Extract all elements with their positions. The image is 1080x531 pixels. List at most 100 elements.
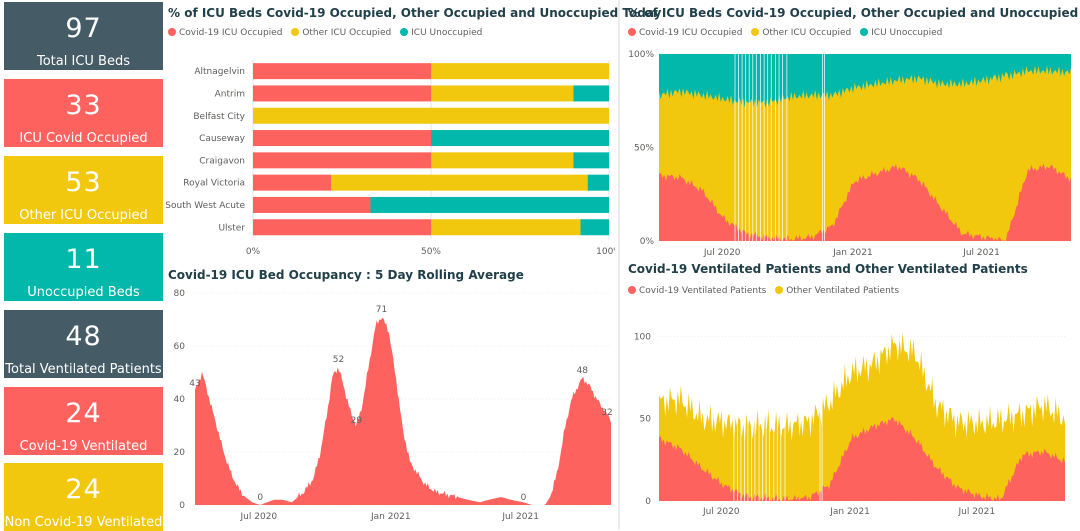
y-tick-label: 100 <box>634 332 651 342</box>
x-tick-label: 50% <box>421 247 441 257</box>
y-tick-label: 0 <box>645 497 651 507</box>
bar-segment <box>431 85 574 102</box>
kpi-card[interactable]: 11 Unoccupied Beds <box>4 233 163 301</box>
area-covid-rolling-avg <box>195 317 611 505</box>
legend-item-covid-vent[interactable]: Covid-19 Ventilated Patients <box>628 286 766 296</box>
category-label: Ulster <box>218 223 245 233</box>
legend-label: Other ICU Occupied <box>762 28 852 38</box>
bar-segment <box>431 130 609 147</box>
x-tick-label: Jul 2021 <box>962 248 1000 258</box>
x-tick-label: Jan 2021 <box>829 507 870 517</box>
category-label: Altnagelvin <box>194 67 245 77</box>
icu-pct-area-chart: 0% 50% 100% Jul 2020 Jan 2021 Jul 2021 <box>628 50 1071 258</box>
bar-segment <box>253 85 431 102</box>
bar-segment <box>253 63 431 80</box>
y-tick-label: 60 <box>174 342 186 352</box>
y-tick-label: 100% <box>628 50 654 60</box>
x-tick-label: Jul 2021 <box>957 507 995 517</box>
x-tick-label: 100% <box>596 247 615 257</box>
ventilated-title: Covid-19 Ventilated Patients and Other V… <box>628 262 1028 276</box>
kpi-value: 24 <box>65 474 102 505</box>
legend-label: ICU Unoccupied <box>411 28 483 38</box>
bar-segment <box>431 219 581 236</box>
bar-segment <box>431 63 609 80</box>
icu-pct-title: % of ICU Beds Covid-19 Occupied, Other O… <box>628 6 1079 20</box>
kpi-label: Other ICU Occupied <box>19 208 148 223</box>
legend-dot-covid <box>628 28 636 36</box>
kpi-value: 48 <box>65 321 102 352</box>
legend-item-covid[interactable]: Covid-19 ICU Occupied <box>628 28 742 38</box>
data-label: 0 <box>521 493 527 503</box>
data-label: 32 <box>601 408 612 418</box>
data-label: 52 <box>333 355 344 365</box>
legend-label: Covid-19 ICU Occupied <box>179 28 283 38</box>
legend-label: ICU Unoccupied <box>871 28 943 38</box>
legend-dot-other <box>291 28 300 36</box>
legend-dot-covid <box>628 286 636 294</box>
data-label: 43 <box>189 379 200 389</box>
x-tick-label: Jul 2021 <box>501 512 539 522</box>
x-tick-label: Jul 2020 <box>703 248 741 258</box>
kpi-card[interactable]: 24 Non Covid-19 Ventilated <box>4 463 163 531</box>
kpi-card[interactable]: 24 Covid-19 Ventilated <box>4 387 163 455</box>
icu-today-title: % of ICU Beds Covid-19 Occupied, Other O… <box>168 6 662 20</box>
bar-segment <box>431 152 574 169</box>
bar-segment <box>253 107 609 124</box>
kpi-value: 11 <box>65 244 102 275</box>
category-label: Royal Victoria <box>183 179 245 189</box>
y-tick-label: 50 <box>640 415 652 425</box>
panel-divider <box>618 0 620 529</box>
x-tick-label: 0% <box>246 247 261 257</box>
bar-segment <box>253 219 431 236</box>
bar-segment <box>573 85 609 102</box>
legend-item-other-vent[interactable]: Other Ventilated Patients <box>775 286 899 296</box>
area-other-occupied <box>659 65 1071 242</box>
kpi-value: 53 <box>65 167 102 198</box>
bar-segment <box>573 152 609 169</box>
icu-today-bar-chart: 0% 50% 100% Altnagelvin Antrim Belfast City Ca… <box>165 60 615 257</box>
legend-dot-covid <box>168 28 176 36</box>
legend-dot-other <box>751 28 760 36</box>
data-label: 48 <box>577 366 589 376</box>
x-tick-label: Jul 2020 <box>240 512 278 522</box>
x-tick-label: Jul 2020 <box>702 507 740 517</box>
ventilated-area-chart: 0 50 100 Jul 2020 Jan 2021 Jul 2021 <box>634 332 1065 517</box>
kpi-value: 24 <box>65 398 102 429</box>
category-label: South West Acute <box>165 201 245 211</box>
ventilated-legend: Covid-19 Ventilated Patients Other Venti… <box>628 286 905 296</box>
kpi-card[interactable]: 53 Other ICU Occupied <box>4 156 163 224</box>
legend-item-covid[interactable]: Covid-19 ICU Occupied <box>168 28 282 38</box>
data-label: 71 <box>376 305 387 315</box>
legend-item-other[interactable]: Other ICU Occupied <box>751 28 851 38</box>
area-other-ventilated <box>659 332 1065 501</box>
kpi-card[interactable]: 48 Total Ventilated Patients <box>4 310 163 378</box>
bar-segment <box>253 152 431 169</box>
legend-label: Other ICU Occupied <box>302 28 392 38</box>
kpi-label: Total Ventilated Patients <box>5 362 162 377</box>
kpi-label: Unoccupied Beds <box>27 285 140 300</box>
kpi-card[interactable]: 33 ICU Covid Occupied <box>4 79 163 147</box>
kpi-card[interactable]: 97 Total ICU Beds <box>4 2 163 70</box>
category-label: Causeway <box>199 134 246 144</box>
legend-item-unocc[interactable]: ICU Unoccupied <box>400 28 482 38</box>
bar-segment <box>253 130 431 147</box>
legend-label: Covid-19 Ventilated Patients <box>639 286 767 296</box>
legend-label: Covid-19 ICU Occupied <box>639 28 743 38</box>
legend-dot-unocc <box>400 28 409 36</box>
x-tick-label: Jan 2021 <box>370 512 411 522</box>
y-tick-label: 40 <box>174 395 186 405</box>
icu-pct-legend: Covid-19 ICU Occupied Other ICU Occupied… <box>628 28 948 38</box>
rolling-avg-title: Covid-19 ICU Bed Occupancy : 5 Day Rolli… <box>168 268 524 282</box>
legend-dot-other <box>775 286 784 294</box>
data-label: 29 <box>351 416 363 426</box>
legend-item-unocc[interactable]: ICU Unoccupied <box>860 28 942 38</box>
legend-label: Other Ventilated Patients <box>786 286 900 296</box>
kpi-label: ICU Covid Occupied <box>19 131 148 146</box>
bar-segment <box>253 174 332 191</box>
kpi-label: Total ICU Beds <box>37 54 130 69</box>
icu-today-legend: Covid-19 ICU Occupied Other ICU Occupied… <box>168 28 488 38</box>
area-covid-occupied <box>659 163 1071 241</box>
bar-segment <box>580 219 609 236</box>
bar-segment <box>253 196 371 213</box>
legend-item-other[interactable]: Other ICU Occupied <box>291 28 391 38</box>
